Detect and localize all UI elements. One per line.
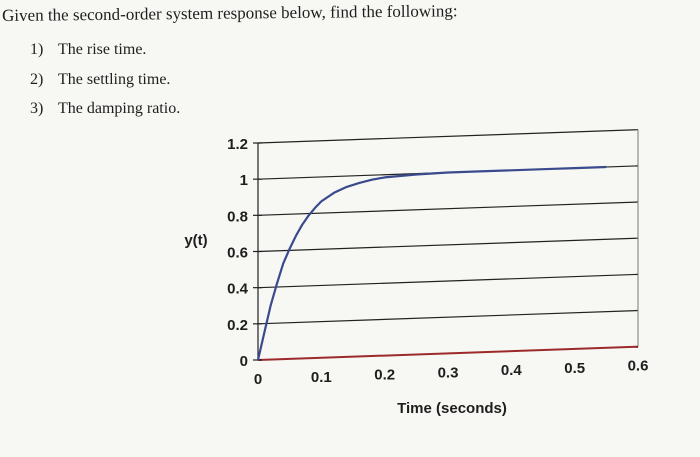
x-axis-label: Time (seconds) [397,400,507,417]
list-item: 1) The rise time. [30,40,146,60]
item-number: 3) [30,100,44,117]
x-tick-label: 0.5 [564,360,585,377]
y-tick-label: 0.6 [227,245,248,262]
y-tick-label: 0.8 [227,208,248,225]
y-tick-label: 0.4 [227,281,249,298]
x-tick-label: 0.2 [374,367,395,384]
x-axis-line [257,345,639,361]
x-tick-label: 0.1 [311,369,332,386]
item-number: 1) [30,41,44,58]
response-curve [256,165,607,361]
list-item: 2) The settling time. [30,70,170,90]
x-tick-label: 0.3 [438,364,459,381]
gridline [257,129,639,144]
gridline [257,273,639,289]
gridline [257,201,639,216]
y-tick-label: 0.2 [227,317,248,334]
x-tick-label: 0.6 [628,358,649,375]
item-number: 2) [30,71,44,88]
item-text: The damping ratio. [58,100,181,117]
gridline [257,309,639,325]
list-item: 3) The damping ratio. [30,99,180,119]
item-text: The settling time. [58,71,171,88]
x-tick-label: 0.4 [501,362,523,379]
item-text: The rise time. [58,41,147,58]
y-tick-label: 0 [240,353,248,370]
y-tick-label: 1 [240,172,248,189]
x-tick-label: 0 [254,371,262,388]
y-axis-label: y(t) [184,232,207,249]
gridline [257,237,639,253]
y-tick-label: 1.2 [227,136,248,153]
